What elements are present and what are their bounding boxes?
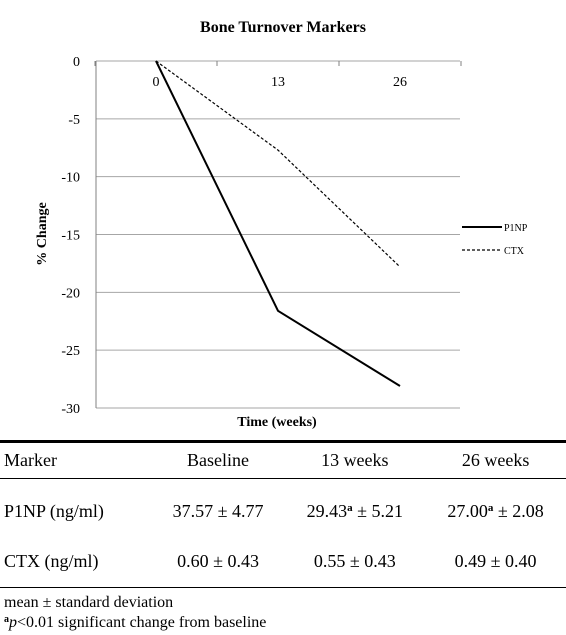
cell-marker: CTX (ng/ml) — [0, 535, 152, 588]
x-tick-label: 26 — [393, 75, 407, 90]
header-13-weeks: 13 weeks — [284, 440, 426, 479]
y-axis-label: % Change — [35, 202, 50, 265]
y-tick-label: -10 — [61, 171, 80, 186]
cell-value: 29.43 — [306, 500, 348, 521]
chart-title: Bone Turnover Markers — [200, 19, 366, 36]
y-tick-label: -25 — [61, 344, 80, 359]
cell-baseline: 37.57 ± 4.77 — [172, 500, 264, 521]
cell-baseline: 0.60 ± 0.43 — [151, 535, 285, 588]
table-footnotes: mean ± standard deviation ap<0.01 signif… — [4, 593, 266, 633]
table-row-p1np: P1NP (ng/ml) 37.57 ± 4.77 29.43a ± 5.21 … — [0, 487, 566, 535]
header-marker: Marker — [0, 440, 152, 479]
bone-turnover-chart: Bone Turnover Markers 0 -5 -10 -15 -20 -25 -30… — [35, 19, 528, 430]
marker-table: Marker Baseline 13 weeks 26 weeks P1NP (… — [0, 440, 566, 588]
header-baseline: Baseline — [151, 440, 285, 479]
cell-marker: P1NP (ng/ml) — [4, 500, 104, 521]
cell-26-weeks: 0.49 ± 0.40 — [425, 535, 566, 588]
cell-13-weeks: 0.55 ± 0.43 — [284, 535, 426, 588]
footnote-text: <0.01 significant change from baseline — [17, 614, 267, 631]
y-tick-label: -5 — [68, 113, 80, 128]
table-row-ctx: CTX (ng/ml) 0.60 ± 0.43 0.55 ± 0.43 0.49… — [0, 535, 566, 588]
footnote-p: p — [9, 614, 17, 631]
y-tick-label: 0 — [73, 55, 80, 70]
x-axis-label: Time (weeks) — [237, 415, 317, 430]
legend-label: P1NP — [504, 223, 528, 234]
cell-13-weeks: 29.43a ± 5.21 — [284, 487, 425, 535]
cell-sd: ± 2.08 — [493, 500, 544, 521]
footnote-mean-sd: mean ± standard deviation — [4, 594, 174, 611]
cell-26-weeks: 27.00a ± 2.08 — [425, 487, 566, 535]
table-header-row: Marker Baseline 13 weeks 26 weeks — [0, 440, 566, 479]
series-line-p1np — [155, 60, 401, 387]
y-tick-label: -15 — [61, 229, 80, 244]
legend-label: CTX — [504, 246, 525, 257]
significance-marker: a — [347, 501, 353, 514]
footnote-marker: a — [4, 614, 9, 625]
header-26-weeks: 26 weeks — [425, 440, 566, 479]
series-line-ctx — [155, 60, 401, 268]
x-tick-label: 13 — [271, 75, 285, 90]
cell-value: 27.00 — [447, 500, 488, 521]
significance-marker: a — [487, 501, 494, 514]
y-tick-label: -20 — [61, 286, 80, 301]
y-tick-label: -30 — [61, 402, 80, 417]
chart-legend: P1NP CTX — [462, 223, 528, 257]
x-tick-label: 0 — [153, 75, 160, 90]
footnote-significance: ap<0.01 significant change from baseline — [4, 613, 266, 633]
cell-sd: ± 5.21 — [352, 500, 403, 521]
